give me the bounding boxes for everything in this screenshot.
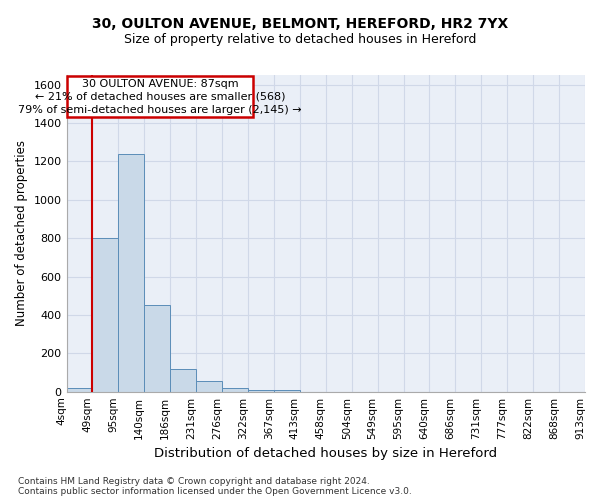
Text: 30, OULTON AVENUE, BELMONT, HEREFORD, HR2 7YX: 30, OULTON AVENUE, BELMONT, HEREFORD, HR… xyxy=(92,18,508,32)
Text: 79% of semi-detached houses are larger (2,145) →: 79% of semi-detached houses are larger (… xyxy=(18,105,302,115)
Bar xyxy=(92,238,118,392)
X-axis label: Distribution of detached houses by size in Hereford: Distribution of detached houses by size … xyxy=(154,447,497,460)
Text: Contains public sector information licensed under the Open Government Licence v3: Contains public sector information licen… xyxy=(18,487,412,496)
Y-axis label: Number of detached properties: Number of detached properties xyxy=(15,140,28,326)
Bar xyxy=(118,154,145,392)
Bar xyxy=(170,368,196,392)
Bar xyxy=(67,388,92,392)
Bar xyxy=(274,390,300,392)
Bar xyxy=(145,306,170,392)
Text: 30 OULTON AVENUE: 87sqm: 30 OULTON AVENUE: 87sqm xyxy=(82,79,238,89)
Text: Contains HM Land Registry data © Crown copyright and database right 2024.: Contains HM Land Registry data © Crown c… xyxy=(18,477,370,486)
Bar xyxy=(222,388,248,392)
Bar xyxy=(196,381,222,392)
Text: ← 21% of detached houses are smaller (568): ← 21% of detached houses are smaller (56… xyxy=(35,92,285,102)
Bar xyxy=(248,390,274,392)
FancyBboxPatch shape xyxy=(67,76,253,117)
Text: Size of property relative to detached houses in Hereford: Size of property relative to detached ho… xyxy=(124,32,476,46)
